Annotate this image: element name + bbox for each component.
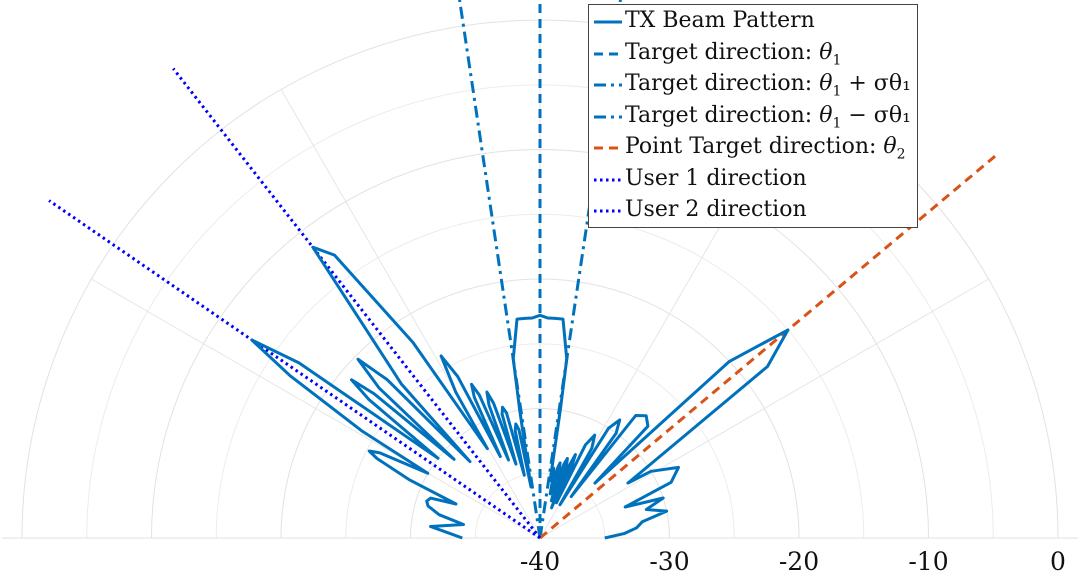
- legend-label: User 2 direction: [625, 197, 807, 222]
- direction-line-6: [172, 67, 542, 539]
- legend-swatch: [594, 146, 622, 150]
- radial-tick-labels: -40 -30 -20 -10 0: [520, 547, 1066, 575]
- beam-pattern-layer: [250, 245, 790, 540]
- legend-swatch: [594, 83, 622, 87]
- legend-swatch: [594, 20, 622, 24]
- direction-line-5: [48, 199, 541, 540]
- legend-swatch: [594, 209, 622, 213]
- legend-swatch: [594, 178, 622, 181]
- legend-item: User 1 direction: [589, 165, 917, 194]
- legend-item: Target direction: θ1: [589, 39, 917, 68]
- legend-label: Point Target direction: θ2: [625, 134, 906, 163]
- legend-label: TX Beam Pattern: [625, 8, 815, 33]
- legend-item: Point Target direction: θ2: [589, 133, 917, 162]
- direction-lines: [48, 0, 998, 540]
- direction-line-4: [539, 153, 998, 540]
- r-tick-label: -40: [520, 547, 560, 575]
- grid-spoke: [280, 89, 541, 539]
- tx-beam-pattern-line: [250, 245, 790, 540]
- legend-swatch: [594, 52, 622, 55]
- legend-label: User 1 direction: [625, 165, 807, 191]
- r-tick-label: 0: [1050, 547, 1066, 575]
- grid-spoke: [539, 278, 989, 539]
- legend-item: Target direction: θ1 − σθ₁: [589, 102, 917, 131]
- chart-legend: TX Beam Pattern Target direction: θ1 Targe…: [588, 4, 918, 228]
- r-tick-label: -10: [908, 547, 948, 575]
- r-tick-label: -30: [649, 547, 689, 575]
- legend-label: Target direction: θ1 − σθ₁: [625, 102, 911, 131]
- legend-swatch: [594, 115, 622, 118]
- r-tick-label: -20: [779, 547, 819, 575]
- legend-item: User 2 direction: [589, 196, 917, 225]
- legend-label: Target direction: θ1: [625, 39, 842, 68]
- legend-item: Target direction: θ1 + σθ₁: [589, 70, 917, 99]
- legend-item: TX Beam Pattern: [589, 7, 917, 36]
- grid-spoke: [91, 278, 541, 539]
- legend-label: Target direction: θ1 + σθ₁: [625, 71, 911, 100]
